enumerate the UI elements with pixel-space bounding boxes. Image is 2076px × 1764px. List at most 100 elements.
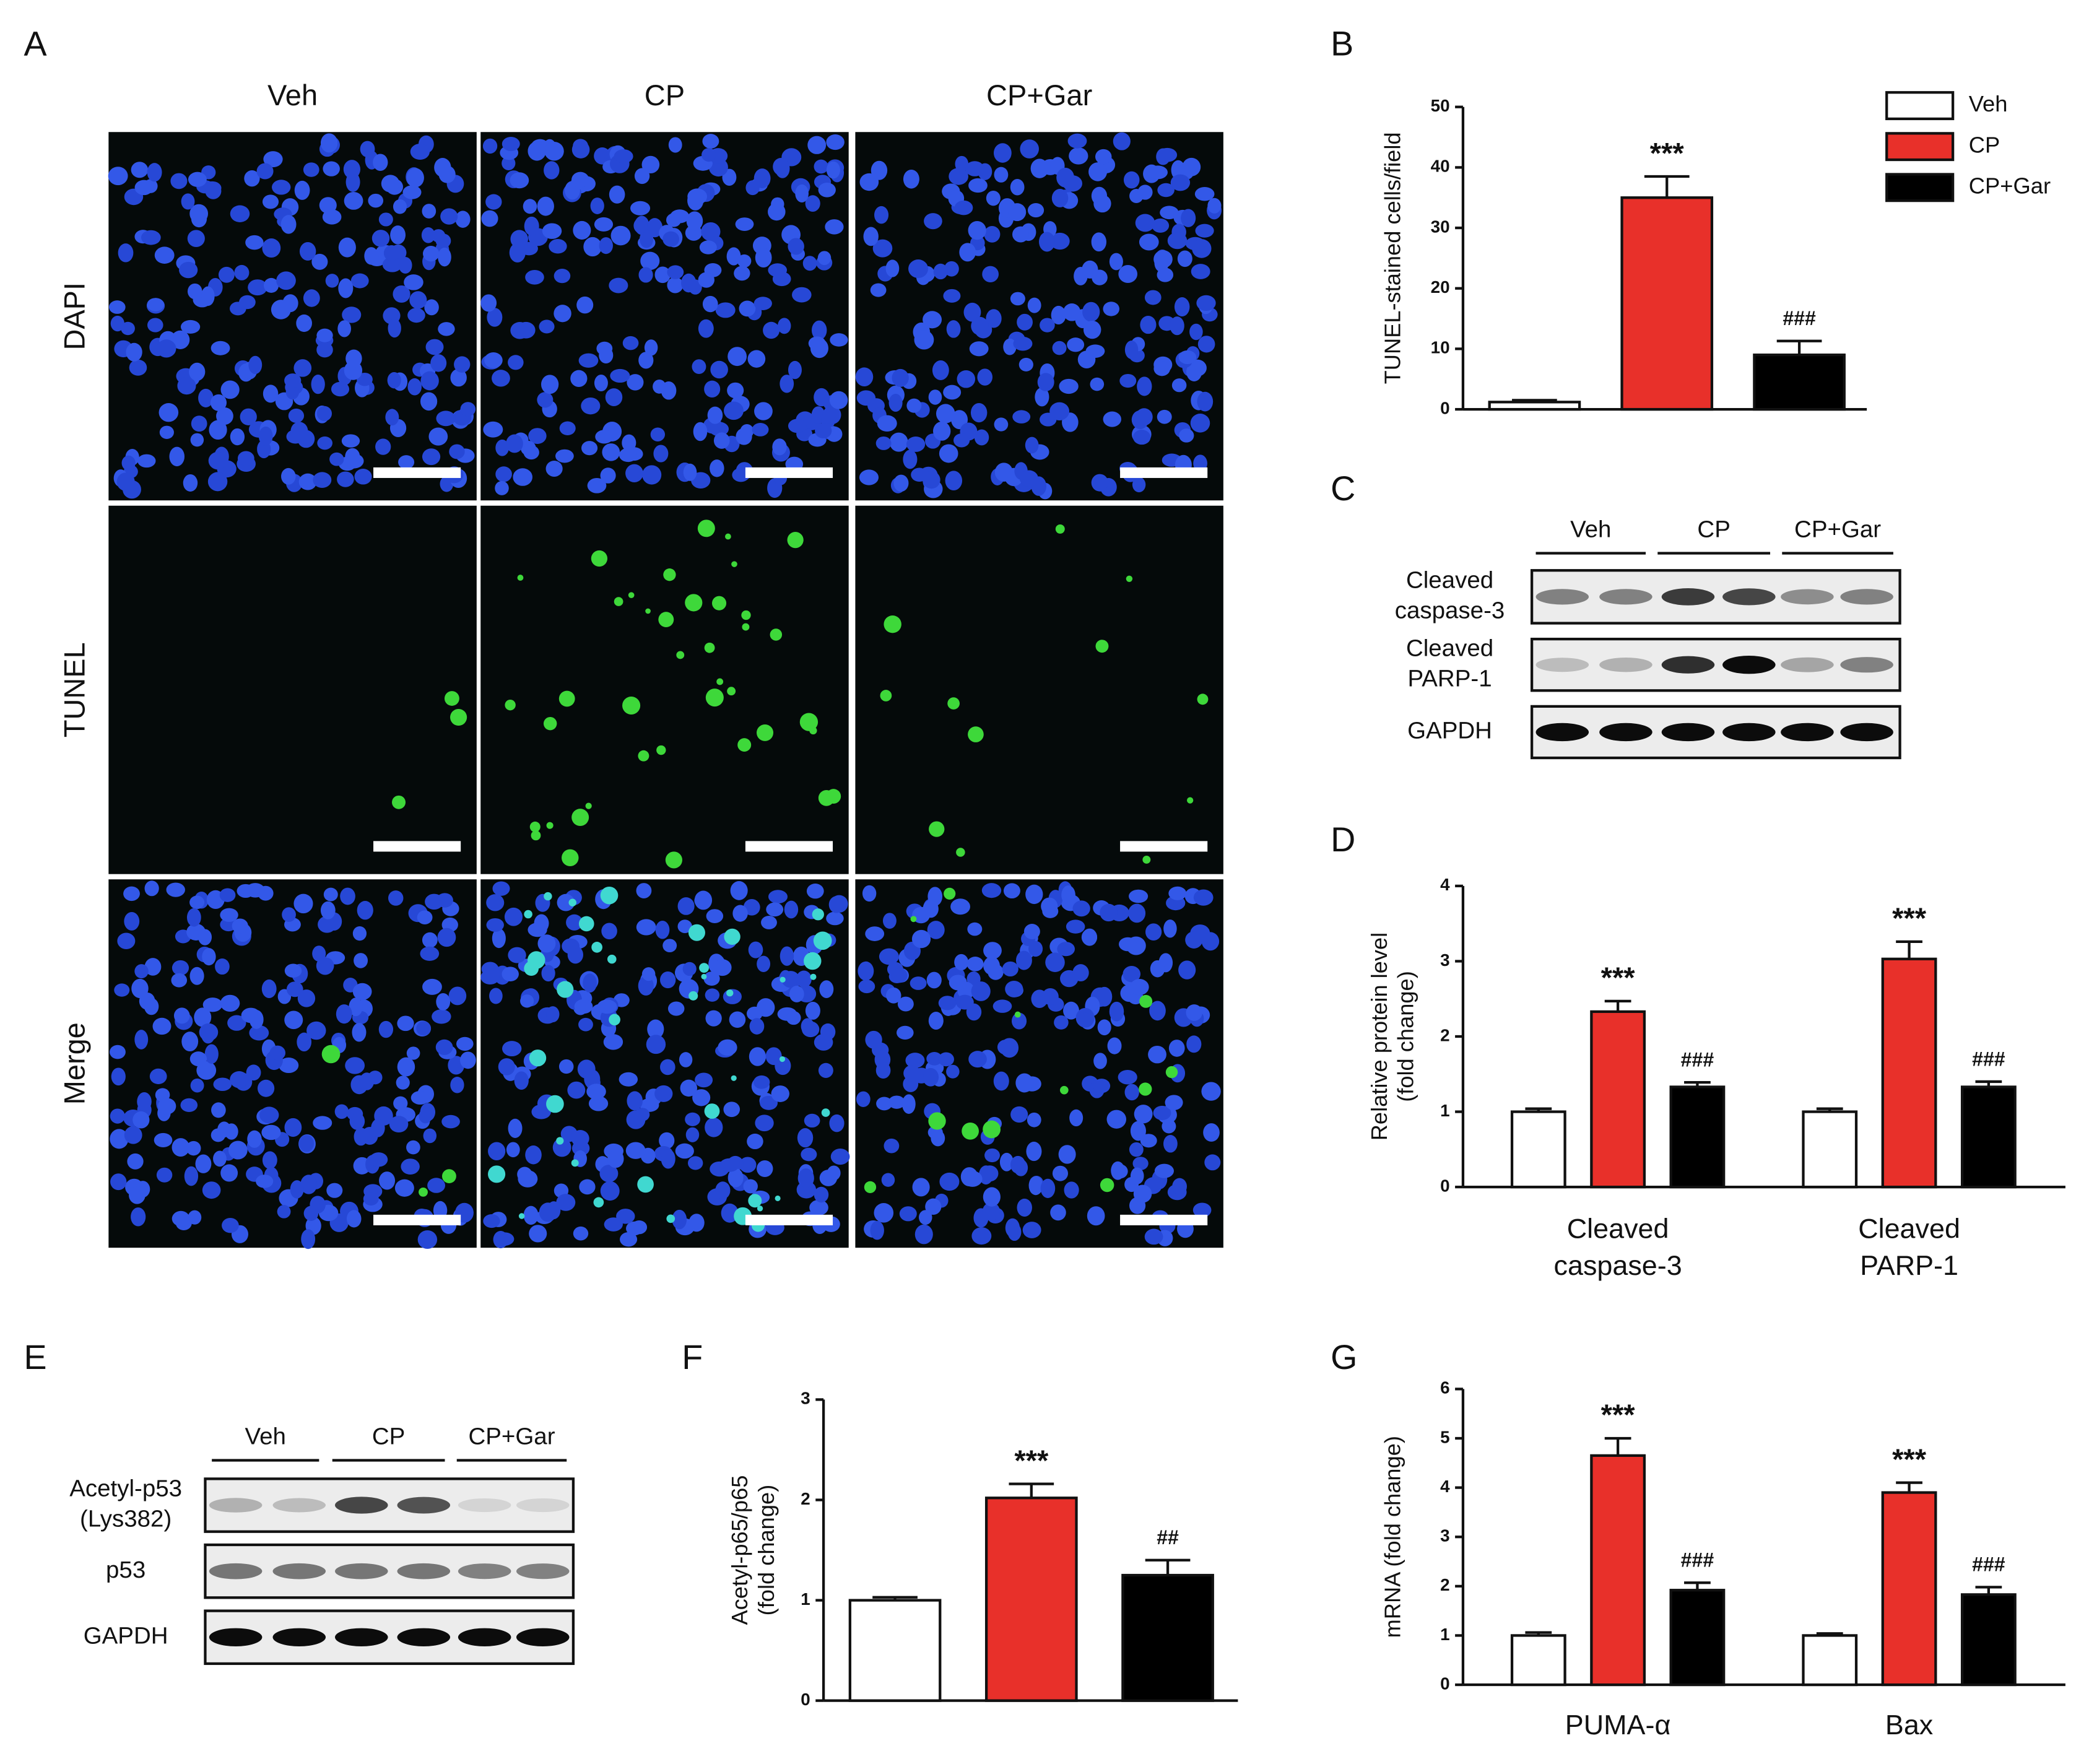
nucleus <box>271 300 291 319</box>
nucleus <box>259 1106 279 1124</box>
nucleus <box>1190 414 1210 433</box>
nucleus <box>788 238 804 255</box>
y-tick-label: 2 <box>801 1489 810 1508</box>
nucleus <box>541 965 555 982</box>
nucleus <box>571 172 589 188</box>
nucleus <box>240 408 257 425</box>
nucleus <box>971 981 991 1001</box>
blot-band <box>397 1563 451 1579</box>
apoptotic-cell <box>705 689 724 707</box>
apoptotic-cell <box>531 830 541 841</box>
nucleus <box>156 339 176 358</box>
nucleus <box>969 341 989 357</box>
nucleus <box>647 1019 664 1039</box>
nucleus <box>710 459 724 477</box>
legend-label: CP+Gar <box>1969 173 2051 198</box>
blot-strip <box>204 1609 575 1666</box>
nucleus <box>610 368 630 383</box>
nucleus <box>781 971 800 988</box>
nucleus <box>872 239 893 258</box>
nucleus <box>110 1129 129 1149</box>
nucleus <box>208 451 227 470</box>
nucleus <box>755 1114 774 1132</box>
nucleus <box>132 1111 150 1129</box>
apoptotic-cell <box>600 886 619 905</box>
nucleus <box>430 354 447 372</box>
nucleus <box>375 438 391 455</box>
nucleus <box>1017 1198 1032 1217</box>
nucleus <box>704 380 721 398</box>
nucleus <box>971 1227 992 1245</box>
nucleus <box>768 890 788 904</box>
nucleus <box>573 220 591 240</box>
nucleus <box>428 427 448 446</box>
nucleus <box>607 1150 624 1168</box>
y-tick-label: 3 <box>801 1389 810 1408</box>
nucleus <box>389 1116 409 1133</box>
nucleus <box>147 318 163 332</box>
nucleus <box>425 339 444 355</box>
apoptotic-cell <box>1165 1066 1178 1079</box>
blot-band <box>1722 655 1776 674</box>
nucleus <box>667 265 684 279</box>
nucleus <box>578 1017 593 1032</box>
apoptotic-cell <box>697 519 715 537</box>
nucleus <box>338 237 356 258</box>
nucleus <box>131 1207 146 1227</box>
nucleus <box>729 1011 746 1028</box>
nucleus <box>796 970 812 988</box>
nucleus <box>602 443 620 461</box>
nucleus <box>954 200 973 215</box>
nucleus <box>303 162 319 177</box>
nucleus <box>933 263 948 280</box>
blot-band <box>1535 658 1589 672</box>
significance-label: ### <box>1681 1049 1714 1071</box>
nucleus <box>172 1210 190 1227</box>
bar <box>1590 1454 1646 1687</box>
nucleus <box>936 404 955 424</box>
nucleus <box>492 881 510 896</box>
blot-strip <box>1530 569 1901 625</box>
nucleus <box>189 967 204 985</box>
nucleus <box>702 134 719 149</box>
nucleus <box>1162 1119 1176 1134</box>
nucleus <box>492 370 510 387</box>
nucleus <box>485 194 502 210</box>
nucleus <box>202 1181 221 1199</box>
nucleus <box>826 134 845 150</box>
nucleus <box>256 1175 274 1188</box>
nucleus <box>876 1097 893 1111</box>
nucleus <box>542 223 562 239</box>
blot-band <box>272 1563 326 1579</box>
nucleus <box>667 277 684 293</box>
nucleus <box>234 264 250 280</box>
scale-bar <box>1120 467 1208 478</box>
nucleus <box>438 322 455 336</box>
nucleus <box>1107 1037 1122 1054</box>
nucleus <box>745 180 760 196</box>
nucleus <box>590 198 604 214</box>
nucleus <box>346 1210 362 1228</box>
micrograph-background <box>480 505 849 874</box>
nucleus <box>131 162 149 178</box>
nucleus <box>284 1010 303 1030</box>
blot-group-label: Veh <box>1570 516 1611 542</box>
nucleus <box>1113 133 1129 148</box>
nucleus <box>734 266 750 281</box>
blot-band-label: Acetyl-p53 <box>69 1475 182 1502</box>
x-tick-label: PARP-1 <box>1860 1249 1958 1281</box>
nucleus <box>1197 391 1214 412</box>
blot-band <box>272 1498 326 1513</box>
nucleus <box>687 1156 703 1170</box>
nucleus <box>528 428 547 444</box>
significance-label: ### <box>1972 1553 2005 1576</box>
nucleus <box>416 1021 432 1036</box>
nucleus <box>1091 232 1106 252</box>
blot-group-label: Veh <box>245 1423 286 1449</box>
nucleus <box>352 926 367 941</box>
nucleus <box>441 1114 460 1129</box>
nucleus <box>965 161 984 176</box>
nucleus <box>537 934 556 953</box>
bar <box>984 1497 1078 1702</box>
nucleus <box>134 964 149 979</box>
